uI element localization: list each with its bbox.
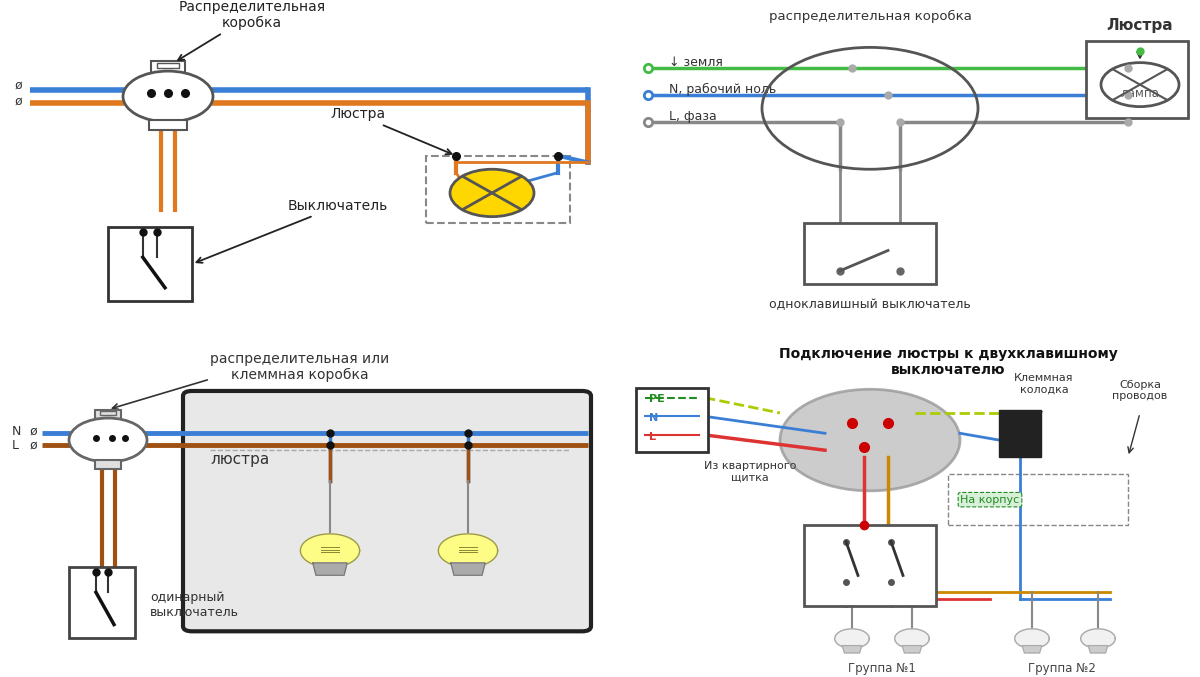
Text: Сборка
проводов: Сборка проводов (1112, 380, 1168, 401)
Text: Люстра: Люстра (1106, 18, 1174, 33)
Text: Распределительная
коробка: Распределительная коробка (178, 0, 325, 60)
Polygon shape (895, 629, 929, 649)
Text: ø: ø (30, 425, 37, 438)
Text: лампа: лампа (1121, 87, 1159, 100)
Text: Выключатель: Выключатель (197, 199, 389, 263)
Text: Группа №1: Группа №1 (848, 662, 916, 675)
Text: На корпус: На корпус (960, 495, 1020, 504)
Polygon shape (438, 534, 498, 567)
Polygon shape (1081, 629, 1115, 649)
Text: одноклавишный выключатель: одноклавишный выключатель (769, 298, 971, 311)
Text: Люстра: Люстра (330, 108, 451, 154)
Bar (157, 63, 179, 68)
Text: ø: ø (14, 78, 22, 91)
Text: N: N (12, 425, 22, 438)
Polygon shape (902, 646, 922, 653)
Circle shape (70, 418, 148, 462)
Polygon shape (835, 629, 869, 649)
Text: N, рабочий ноль: N, рабочий ноль (670, 83, 776, 96)
Polygon shape (842, 646, 862, 653)
Text: Клеммная
колодка: Клеммная колодка (1014, 373, 1074, 395)
Polygon shape (1088, 646, 1108, 653)
Text: одинарный
выключатель: одинарный выключатель (150, 591, 239, 619)
Bar (95, 410, 121, 420)
Bar (948, 474, 1128, 525)
FancyBboxPatch shape (636, 387, 708, 452)
Text: L: L (12, 439, 19, 452)
Bar (804, 525, 936, 606)
Bar (998, 410, 1042, 457)
Bar (426, 156, 570, 223)
Polygon shape (451, 563, 485, 575)
Text: Из квартирного
щитка: Из квартирного щитка (704, 461, 796, 483)
Polygon shape (300, 534, 360, 567)
Polygon shape (1015, 629, 1049, 649)
Text: распределительная коробка: распределительная коробка (768, 10, 972, 23)
Circle shape (780, 389, 960, 491)
Bar (108, 227, 192, 301)
Text: N: N (649, 413, 659, 423)
Text: Подключение люстры к двухклавишному
выключателю: Подключение люстры к двухклавишному выкл… (779, 347, 1117, 377)
Bar (100, 410, 116, 414)
Bar (1086, 41, 1188, 118)
Bar (70, 567, 134, 638)
Bar (149, 121, 187, 130)
Text: L, фаза: L, фаза (670, 110, 716, 123)
FancyBboxPatch shape (184, 391, 592, 631)
Text: распределительная или
клеммная коробка: распределительная или клеммная коробка (210, 352, 390, 383)
Bar (151, 61, 185, 72)
Circle shape (450, 169, 534, 217)
Polygon shape (313, 563, 347, 575)
Text: ↓ земля: ↓ земля (670, 56, 722, 69)
Text: ø: ø (14, 95, 22, 108)
Bar (95, 460, 121, 468)
Text: ø: ø (30, 439, 37, 452)
Polygon shape (1022, 646, 1042, 653)
Text: люстра: люстра (210, 452, 269, 466)
Text: PE: PE (649, 395, 665, 404)
Text: L: L (649, 432, 656, 441)
Text: Группа №2: Группа №2 (1028, 662, 1096, 675)
Bar (804, 223, 936, 284)
Circle shape (124, 71, 214, 122)
